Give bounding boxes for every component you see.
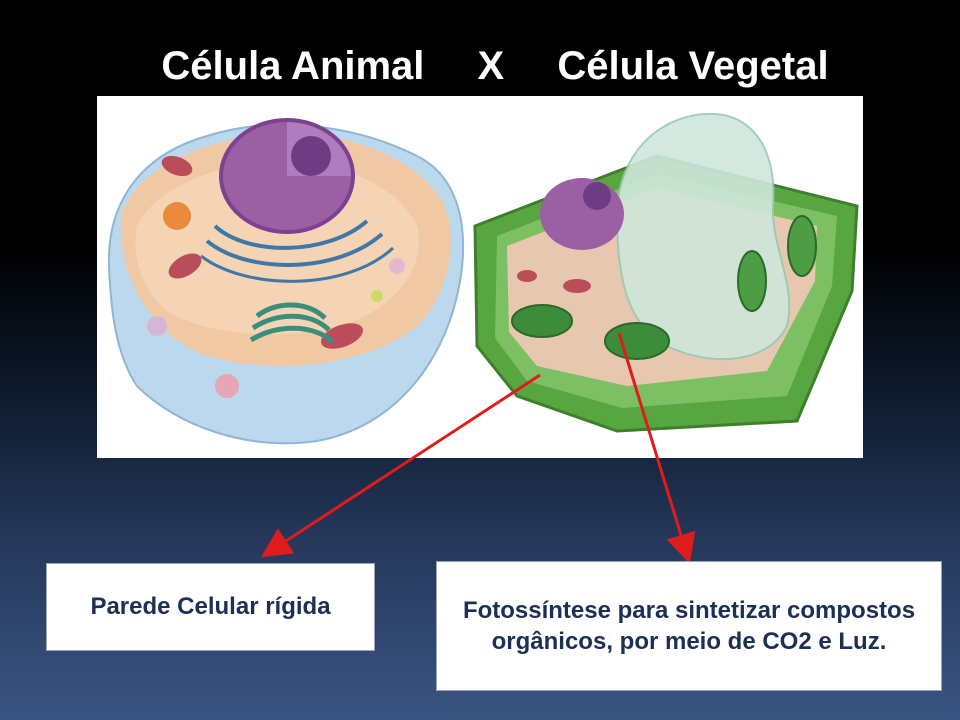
cell-wall-label-box: Parede Celular rígida bbox=[46, 563, 375, 651]
photosynthesis-label-box: Fotossíntese para sintetizar compostos o… bbox=[436, 561, 942, 691]
slide-title: Célula Animal X Célula Vegetal bbox=[0, 44, 960, 94]
arrow-cell-wall bbox=[260, 373, 541, 558]
cell-wall-label: Parede Celular rígida bbox=[90, 593, 331, 621]
plant-cell bbox=[473, 112, 859, 433]
photosynthesis-label: Fotossíntese para sintetizar compostos o… bbox=[462, 596, 916, 655]
title-plant-cell: Célula Vegetal bbox=[557, 44, 829, 88]
cells-svg bbox=[107, 112, 859, 445]
cell-comparison-illustration bbox=[97, 96, 863, 458]
title-separator: X bbox=[477, 44, 505, 88]
animal-cell bbox=[107, 118, 465, 445]
arrow-chloroplast bbox=[617, 332, 696, 564]
title-animal-cell: Célula Animal bbox=[161, 44, 425, 88]
